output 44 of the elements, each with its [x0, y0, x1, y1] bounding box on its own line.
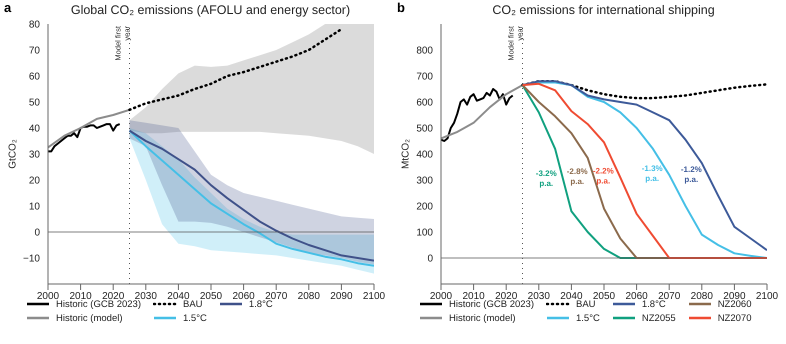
- x-tick-label: 2080: [298, 291, 320, 302]
- legend-label: Historic (model): [449, 312, 516, 324]
- x-tick-label: 2080: [690, 291, 714, 302]
- x-tick-label: 2100: [362, 291, 386, 302]
- legend-label: 1.5°C: [183, 312, 207, 324]
- annotation: -3.2% p.a.: [536, 169, 557, 188]
- y-tick-label: 50: [28, 98, 40, 109]
- y-tick-label: 500: [416, 124, 434, 135]
- y-tick-label: 200: [416, 202, 434, 213]
- annotation: -2.8% p.a.: [566, 167, 588, 186]
- annotation: -1.3% p.a.: [642, 164, 663, 183]
- legend-label: 1.8°C: [248, 298, 273, 310]
- x-tick-label: 2090: [330, 291, 353, 302]
- legend-label: Historic (model): [56, 312, 123, 324]
- legend-label: NZ2055: [642, 312, 676, 324]
- legend-label: NZ2060: [718, 298, 752, 310]
- annotation: -2.2% p.a.: [592, 166, 614, 186]
- y-tick-label: 400: [416, 150, 434, 161]
- y-tick-label: 600: [416, 98, 434, 109]
- chart-title: CO₂ emissions for international shipping: [491, 3, 716, 17]
- y-tick-label: 40: [28, 124, 40, 135]
- y-tick-label: −10: [23, 254, 40, 265]
- y-tick-label: 300: [416, 176, 434, 187]
- y-tick-label: 100: [416, 228, 434, 239]
- y-tick-label: 10: [28, 202, 40, 213]
- y-tick-label: 70: [28, 46, 40, 57]
- chart-title: Global CO₂ emissions (AFOLU and energy sector): [70, 3, 352, 17]
- y-axis-title: MtCO₂: [400, 138, 412, 169]
- legend-label: NZ2070: [718, 312, 752, 324]
- legend-label: 1.5°C: [576, 312, 600, 324]
- y-tick-label: 0: [34, 228, 40, 239]
- y-tick-label: 20: [28, 176, 40, 187]
- text: b: [397, 0, 405, 15]
- y-tick-label: 700: [416, 72, 434, 83]
- y-axis-title: GtCO₂: [8, 139, 19, 169]
- y-tick-label: 30: [28, 150, 40, 161]
- legend-label: 1.8°C: [642, 298, 666, 310]
- text: a: [4, 0, 12, 15]
- y-tick-label: 60: [28, 72, 40, 83]
- y-tick-label: 80: [28, 20, 40, 31]
- x-tick-label: 2100: [756, 291, 779, 302]
- y-tick-label: 0: [427, 254, 434, 265]
- annotation: -1.2% p.a.: [680, 165, 702, 184]
- y-tick-label: 800: [416, 46, 434, 57]
